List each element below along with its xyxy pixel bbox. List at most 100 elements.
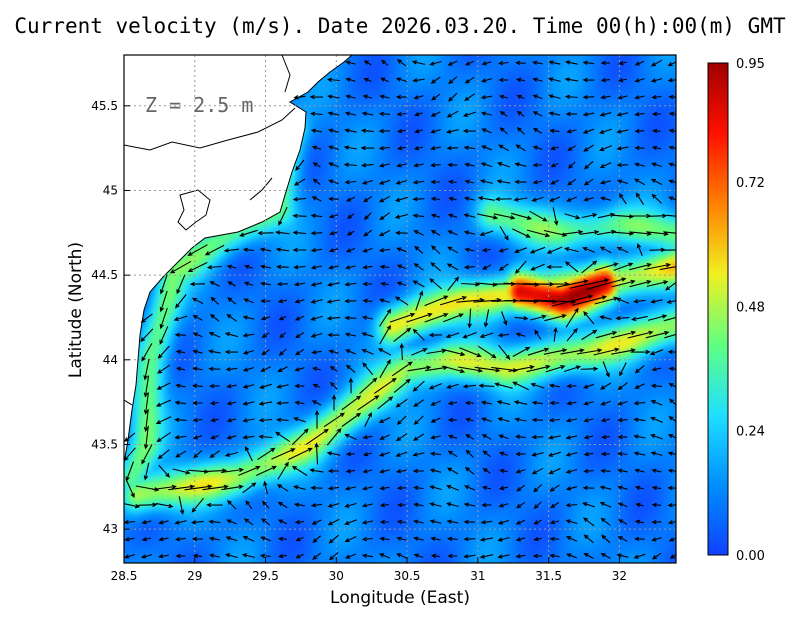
velocity-arrow — [206, 502, 223, 508]
velocity-arrow — [514, 434, 526, 440]
velocity-arrow — [157, 449, 170, 460]
velocity-arrow — [187, 244, 208, 256]
velocity-arrow — [412, 380, 425, 392]
velocity-arrow — [481, 417, 492, 423]
velocity-arrow — [391, 361, 413, 377]
velocity-arrow — [497, 554, 510, 559]
velocity-arrow — [560, 348, 585, 355]
velocity-arrow — [430, 245, 441, 255]
velocity-arrow — [619, 362, 627, 377]
velocity-arrow — [389, 312, 416, 323]
velocity-arrow — [155, 502, 174, 509]
velocity-arrow — [192, 315, 203, 321]
velocity-arrow — [582, 128, 595, 134]
velocity-arrow — [261, 500, 270, 509]
velocity-arrow — [275, 230, 290, 235]
velocity-arrow — [599, 246, 612, 254]
velocity-arrow — [635, 502, 644, 508]
velocity-arrow — [532, 77, 543, 82]
velocity-arrow — [327, 468, 339, 474]
velocity-arrow — [617, 400, 628, 406]
velocity-arrow — [344, 433, 357, 441]
velocity-arrow — [646, 231, 669, 237]
velocity-arrow — [668, 145, 676, 150]
velocity-arrow — [430, 262, 442, 272]
velocity-arrow — [583, 552, 594, 559]
velocity-arrow — [547, 451, 562, 457]
velocity-arrow — [668, 398, 676, 406]
velocity-arrow — [531, 452, 544, 457]
velocity-arrow — [497, 333, 510, 338]
velocity-arrow — [666, 214, 676, 217]
velocity-arrow — [412, 213, 425, 218]
velocity-arrow — [412, 180, 425, 185]
velocity-arrow — [526, 364, 551, 373]
velocity-arrow — [600, 382, 612, 390]
colorbar-tick-label: 0.95 — [736, 57, 765, 72]
velocity-arrow — [599, 315, 612, 320]
velocity-arrow — [330, 381, 338, 390]
velocity-arrow — [276, 281, 288, 287]
velocity-arrow — [361, 163, 374, 168]
velocity-arrow — [377, 396, 394, 410]
velocity-arrow — [261, 349, 270, 356]
velocity-arrow — [373, 377, 397, 394]
velocity-arrow — [446, 502, 459, 508]
velocity-arrow — [396, 536, 407, 541]
velocity-arrow — [446, 467, 459, 475]
velocity-arrow — [378, 229, 391, 237]
velocity-arrow — [481, 61, 492, 66]
velocity-arrow — [447, 417, 457, 423]
velocity-arrow — [187, 262, 208, 273]
velocity-arrow — [341, 412, 362, 427]
velocity-arrow — [413, 230, 424, 236]
x-tick-label: 30 — [329, 569, 344, 583]
velocity-arrow — [278, 348, 287, 356]
velocity-arrow — [617, 536, 628, 542]
velocity-arrow — [291, 428, 309, 446]
velocity-arrow — [192, 553, 203, 559]
velocity-arrow — [344, 265, 356, 270]
velocity-arrow — [582, 94, 595, 100]
velocity-arrow — [255, 465, 277, 476]
velocity-arrow — [399, 342, 404, 360]
velocity-arrow — [430, 536, 441, 541]
velocity-arrow — [238, 465, 261, 476]
velocity-arrow — [448, 76, 458, 85]
velocity-arrow — [634, 468, 645, 473]
velocity-arrow — [430, 400, 441, 406]
velocity-arrow — [544, 313, 567, 322]
velocity-arrow — [629, 231, 652, 237]
velocity-arrow — [227, 500, 237, 510]
velocity-arrow — [464, 485, 476, 491]
velocity-arrow — [378, 145, 390, 151]
velocity-arrow — [633, 400, 646, 406]
velocity-arrow — [395, 398, 408, 408]
velocity-arrow — [630, 349, 651, 355]
velocity-arrow — [446, 263, 459, 271]
velocity-arrow — [362, 451, 373, 457]
velocity-arrow — [514, 179, 527, 185]
velocity-arrow — [463, 213, 476, 218]
velocity-arrow — [567, 145, 576, 151]
velocity-arrow — [276, 400, 289, 406]
y-tick-label: 45.5 — [91, 99, 118, 113]
velocity-arrow — [327, 518, 340, 526]
velocity-arrow — [513, 197, 528, 202]
velocity-arrow — [379, 502, 389, 508]
velocity-arrow — [344, 536, 357, 543]
velocity-arrow — [464, 60, 475, 66]
velocity-arrow — [667, 485, 676, 491]
velocity-arrow — [464, 247, 475, 253]
current-vectors — [124, 59, 676, 561]
velocity-arrow — [312, 162, 321, 168]
velocity-arrow — [328, 552, 339, 561]
velocity-arrow — [572, 295, 608, 306]
velocity-arrow — [157, 364, 171, 374]
velocity-arrow — [548, 417, 560, 423]
velocity-arrow — [629, 262, 652, 271]
velocity-arrow — [140, 313, 153, 323]
velocity-arrow — [277, 553, 287, 559]
velocity-arrow — [327, 111, 340, 116]
velocity-arrow — [565, 435, 578, 440]
